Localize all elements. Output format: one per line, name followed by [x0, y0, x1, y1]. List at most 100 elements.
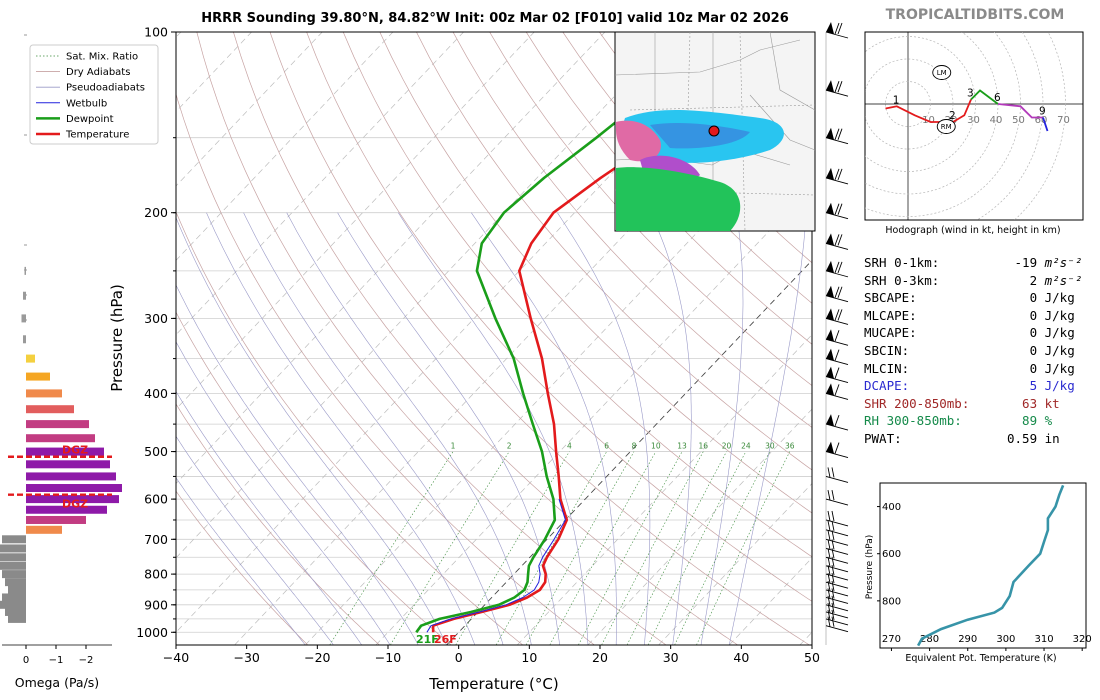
theta-e-line	[916, 484, 1065, 647]
wind-barb	[825, 414, 849, 431]
theta-e-x-tick: 280	[920, 634, 939, 645]
stat-unit: m²s⁻²	[1044, 255, 1083, 270]
wind-barb	[825, 22, 849, 39]
wind-barb	[825, 580, 849, 597]
skewt-panel: −40 −30 −20 −10 0 10 20 30 40 50 100 200 300 400 500 6…	[108, 25, 820, 694]
theta-e-panel: 270 280 290 300 310 320 400 600 800 Equivalent P…	[865, 482, 1092, 664]
hodograph-height-label: 9	[1039, 106, 1046, 118]
storm-motion-marker: LM	[937, 69, 947, 77]
x-tick-label: −40	[163, 650, 189, 665]
stat-value: 0	[976, 290, 1045, 306]
hodograph-ring-label: 30	[967, 115, 980, 126]
theta-e-x-tick: 300	[996, 634, 1015, 645]
series-wetbulb	[426, 498, 566, 633]
skewt-x-axis: −40 −30 −20 −10 0 10 20 30 40 50	[163, 645, 820, 665]
mixing-ratio-label: 8	[632, 442, 637, 451]
stat-unit: J/kg	[1044, 325, 1075, 341]
omega-bar	[26, 420, 89, 429]
wind-barb	[825, 609, 849, 626]
hodograph-ring-label: 40	[990, 115, 1003, 126]
omega-bar	[2, 593, 26, 602]
stat-row: SBCIN: 0 J/kg	[864, 343, 1075, 358]
stat-label: MUCAPE:	[864, 325, 977, 341]
wind-barb	[825, 233, 849, 250]
x-tick-label: −30	[233, 650, 259, 665]
omega-panel: DGZ DGZ 0 −1 −2 Omega (Pa/s)	[0, 34, 122, 690]
wind-barb	[825, 573, 849, 589]
stat-value: 0	[976, 325, 1045, 341]
x-tick-label: 10	[521, 650, 537, 665]
skewt-legend: Sat. Mix. Ratio Dry Adiabats Pseudoadiabat…	[29, 44, 159, 145]
hodograph-ring-label: 60	[1035, 115, 1048, 126]
stat-value: 63	[976, 395, 1045, 411]
mixing-ratio-label: 13	[677, 442, 687, 451]
skewt-x-label: Temperature (°C)	[428, 675, 558, 693]
omega-x-tick: 0	[23, 655, 29, 666]
omega-bar	[26, 472, 116, 481]
stat-label: RH 300-850mb:	[864, 413, 977, 429]
y-tick-label: 200	[144, 205, 168, 220]
omega-bar	[0, 600, 26, 609]
hodograph-height-label: 3	[967, 88, 974, 100]
omega-bar	[26, 405, 74, 414]
stat-row: PWAT: 0.59 in	[864, 431, 1060, 446]
stat-row: MLCIN: 0 J/kg	[864, 361, 1075, 376]
skewt-y-label: Pressure (hPa)	[108, 284, 126, 392]
dgz-label: DGZ	[62, 444, 88, 457]
skewt-frame	[175, 31, 813, 646]
skewt-profiles	[415, 32, 812, 634]
y-tick-label: 500	[144, 444, 168, 459]
hodograph-ring-label: 70	[1057, 115, 1070, 126]
stat-unit: J/kg	[1044, 360, 1075, 376]
mixing-ratio-label: 36	[785, 442, 795, 451]
omega-bar	[26, 525, 62, 534]
y-tick-label: 100	[144, 25, 168, 40]
omega-bar	[26, 484, 122, 493]
y-tick-label: 800	[144, 567, 168, 582]
stat-row: RH 300-850mb: 89 %	[864, 413, 1052, 428]
legend-entry: Pseudoadiabats	[66, 83, 145, 94]
theta-e-x-label: Equivalent Pot. Temperature (K)	[905, 653, 1056, 664]
stat-unit: J/kg	[1044, 307, 1075, 323]
stat-unit: J/kg	[1044, 378, 1075, 394]
omega-bar	[21, 314, 26, 323]
stat-row: SBCAPE: 0 J/kg	[864, 290, 1075, 305]
omega-bar	[26, 505, 107, 514]
wind-barb	[825, 490, 849, 506]
omega-bar	[26, 495, 119, 504]
wind-barb	[825, 530, 849, 546]
stat-unit: J/kg	[1044, 290, 1075, 306]
hodograph-segment	[1042, 117, 1049, 132]
hodograph-segment	[970, 89, 999, 105]
theta-e-y-tick: 400	[882, 502, 901, 513]
theta-e-x-tick: 320	[1073, 634, 1092, 645]
stat-unit: in	[1044, 431, 1060, 446]
hodograph-ring-label: 50	[1012, 115, 1025, 126]
legend-entry: Dry Adiabats	[66, 67, 130, 78]
theta-e-x-tick: 310	[1034, 634, 1053, 645]
omega-bar	[26, 434, 95, 443]
x-tick-label: 0	[455, 650, 463, 665]
theta-e-y-tick: 600	[882, 549, 901, 560]
mixing-ratio-label: 2	[507, 442, 512, 451]
stat-value: 0	[976, 360, 1045, 376]
skewt-y-axis: 100 200 300 400 500 600 700 800 900 1000	[136, 25, 176, 640]
wind-barb	[825, 441, 849, 459]
mixing-ratio-label: 16	[699, 442, 709, 451]
legend-entry: Temperature	[65, 130, 129, 141]
omega-bar	[26, 460, 110, 469]
y-tick-label: 300	[144, 311, 168, 326]
theta-e-x-tick: 290	[958, 634, 977, 645]
stat-label: SHR 200-850mb:	[864, 395, 977, 411]
mixing-ratio-label: 4	[567, 442, 572, 451]
stat-row: SRH 0-3km: 2 m²s⁻²	[864, 273, 1082, 288]
series-temperature	[431, 34, 812, 633]
wind-barb	[825, 308, 849, 325]
wind-barb	[825, 329, 849, 346]
omega-bar	[26, 354, 35, 363]
hodograph-height-label: 1	[893, 94, 900, 106]
mixing-ratio-label: 6	[604, 442, 609, 451]
legend-entry: Dewpoint	[66, 114, 114, 125]
stat-label: MLCIN:	[864, 360, 977, 376]
mixing-ratio-label: 30	[765, 442, 775, 451]
